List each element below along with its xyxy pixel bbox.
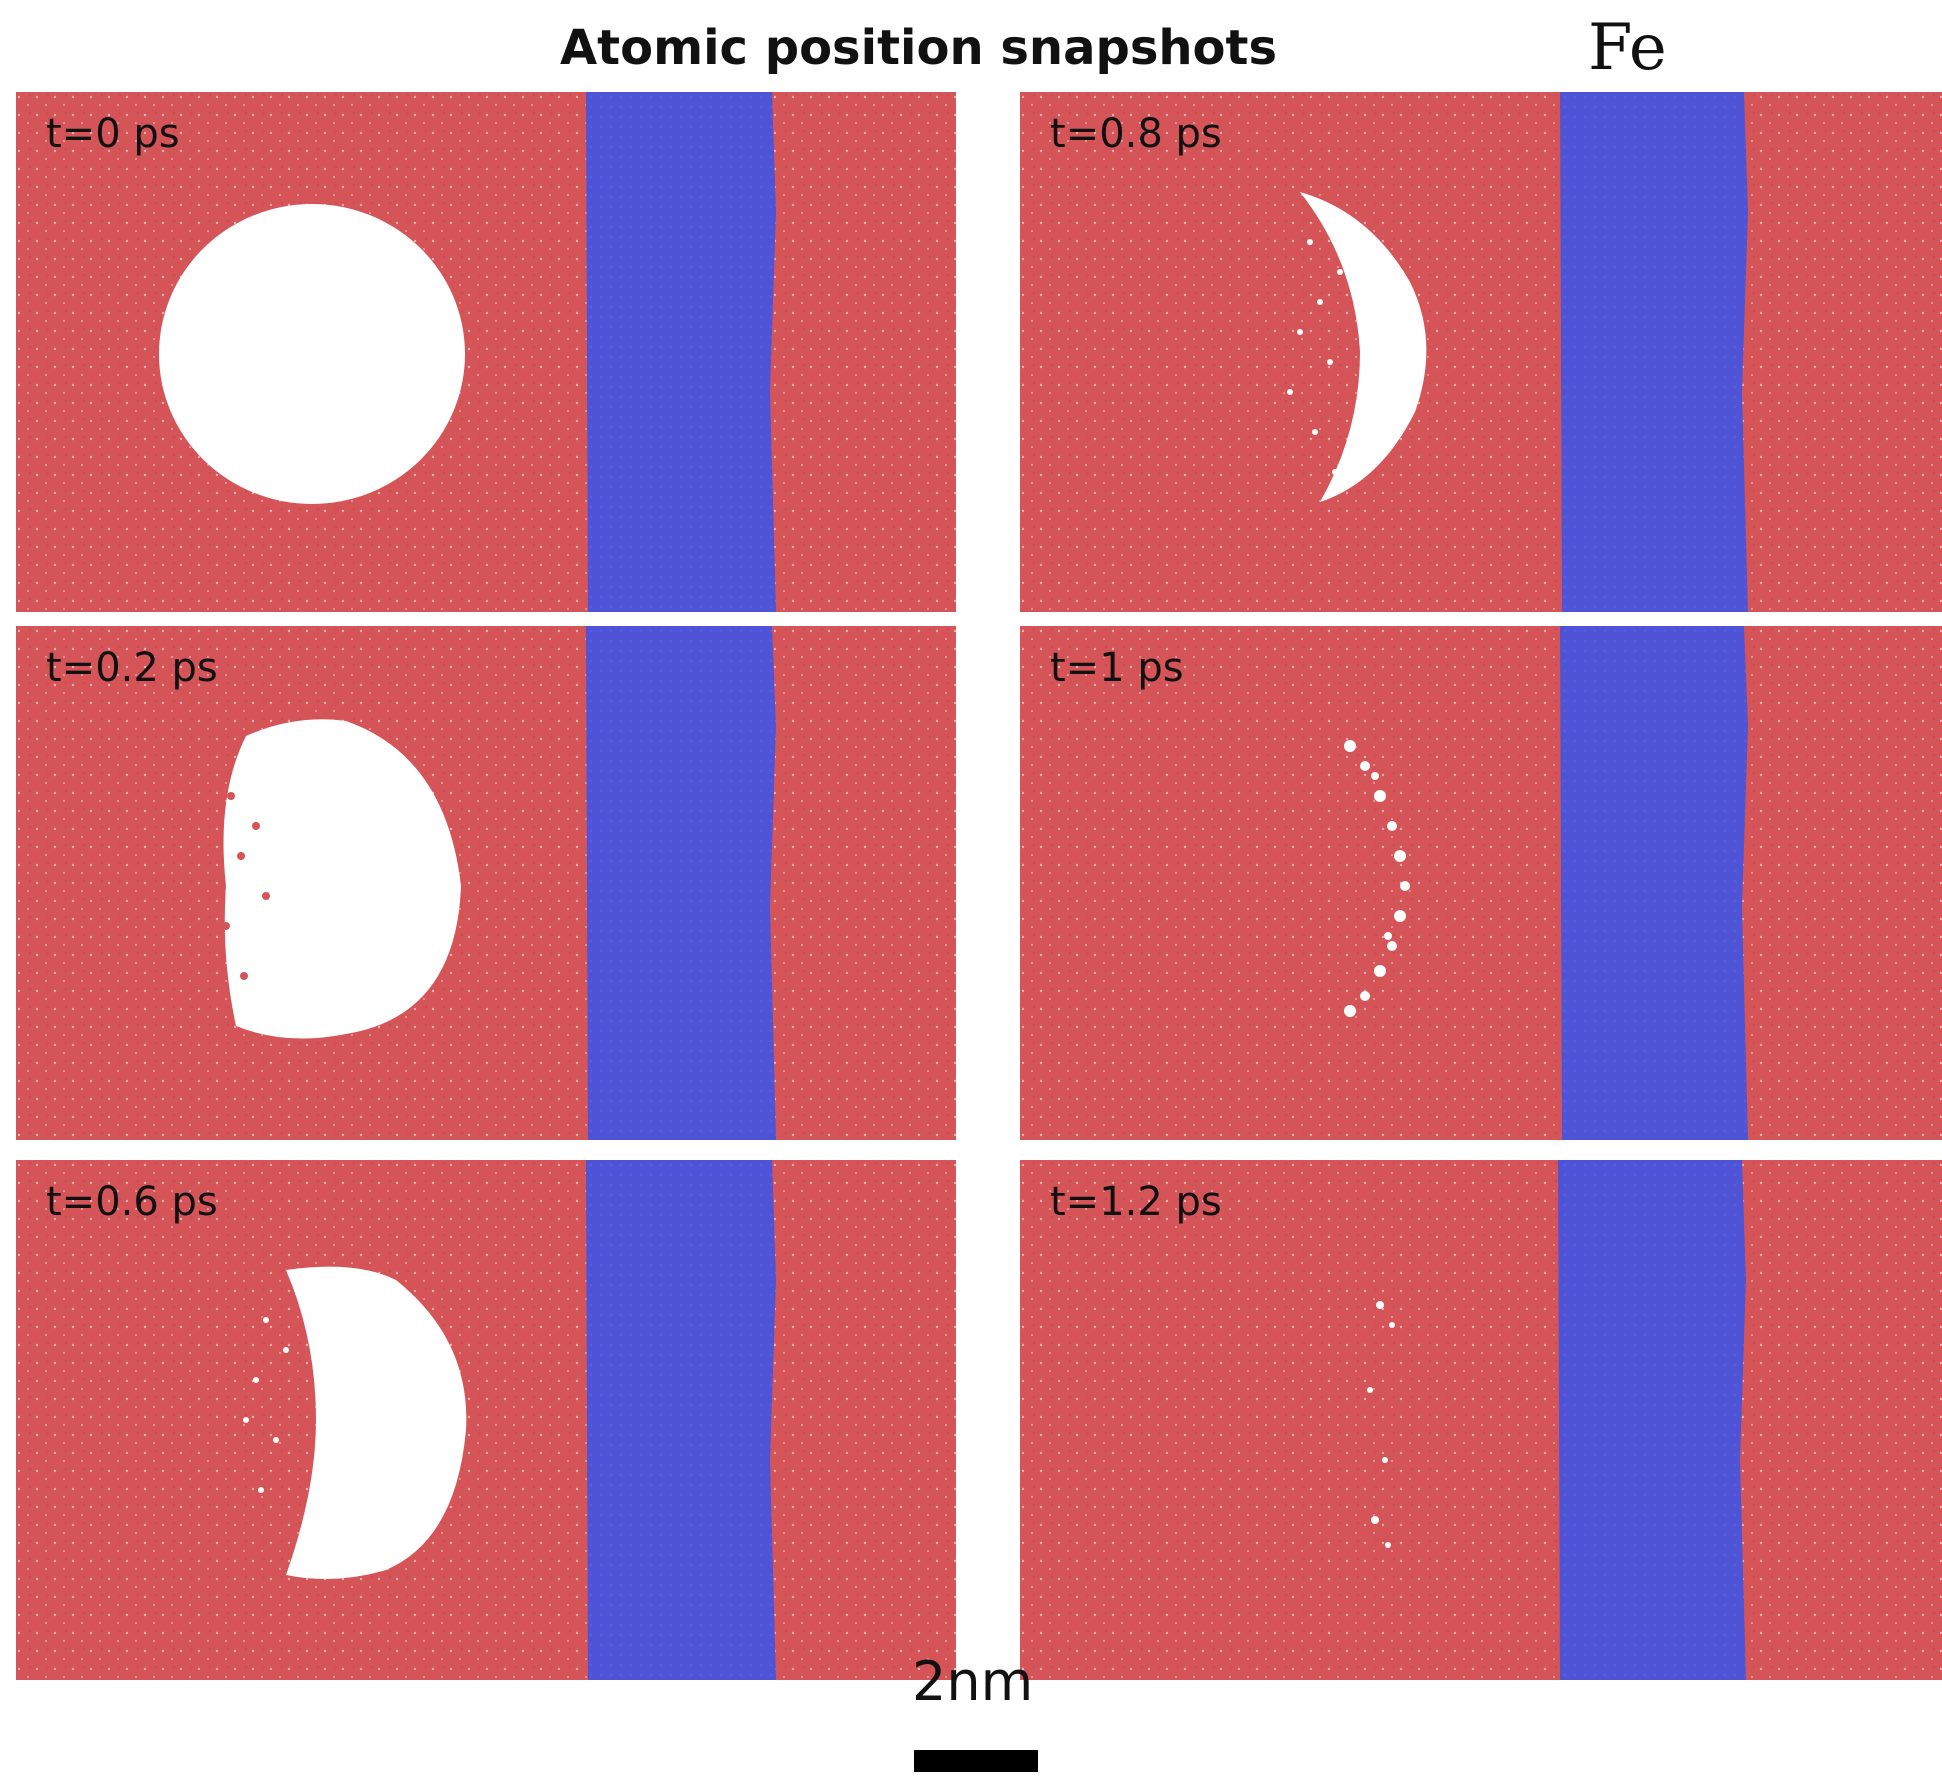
snapshot-panel-t0-8: t=0.8 ps [1020, 92, 1942, 612]
atoms-canvas [16, 1160, 956, 1680]
time-label: t=0.8 ps [1050, 111, 1222, 157]
void-edge-atoms [222, 792, 270, 980]
scattered-vacancies [1287, 239, 1343, 475]
time-label: t=0 ps [46, 111, 180, 157]
element-label: Fe [1588, 11, 1667, 85]
interface-band [586, 626, 776, 1140]
figure-title: Atomic position snapshots [560, 20, 1278, 76]
matrix-region [1020, 1160, 1942, 1680]
scale-bar-label: 2nm [912, 1650, 1034, 1713]
atoms-canvas [1020, 1160, 1942, 1680]
matrix-region [1020, 626, 1942, 1140]
void-remnant [1367, 1301, 1395, 1548]
atoms-canvas [1020, 626, 1942, 1140]
void [223, 719, 461, 1039]
snapshot-panel-t0: t=0 ps [16, 92, 956, 612]
time-label: t=1.2 ps [1050, 1179, 1222, 1225]
snapshot-panel-t0-6: t=0.6 ps [16, 1160, 956, 1680]
scale-bar [914, 1750, 1038, 1772]
matrix-region [16, 92, 956, 612]
time-label: t=1 ps [1050, 645, 1184, 691]
time-label: t=0.6 ps [46, 1179, 218, 1225]
snapshot-panel-t1: t=1 ps [1020, 626, 1942, 1140]
matrix-region [16, 626, 956, 1140]
snapshot-panel-t1-2: t=1.2 ps [1020, 1160, 1942, 1680]
snapshot-panel-t0-2: t=0.2 ps [16, 626, 956, 1140]
interface-band [1560, 92, 1748, 612]
interface-band [1560, 626, 1748, 1140]
atoms-canvas [16, 626, 956, 1140]
interface-band [586, 1160, 776, 1680]
time-label: t=0.2 ps [46, 645, 218, 691]
void-remnant [1344, 740, 1410, 1017]
matrix-region [1020, 92, 1942, 612]
atoms-canvas [16, 92, 956, 612]
void [159, 204, 465, 504]
scattered-vacancies [243, 1317, 289, 1493]
void [1300, 192, 1427, 502]
interface-band [1558, 1160, 1746, 1680]
interface-band [586, 92, 776, 612]
matrix-region [16, 1160, 956, 1680]
void [286, 1266, 467, 1579]
atoms-canvas [1020, 92, 1942, 612]
